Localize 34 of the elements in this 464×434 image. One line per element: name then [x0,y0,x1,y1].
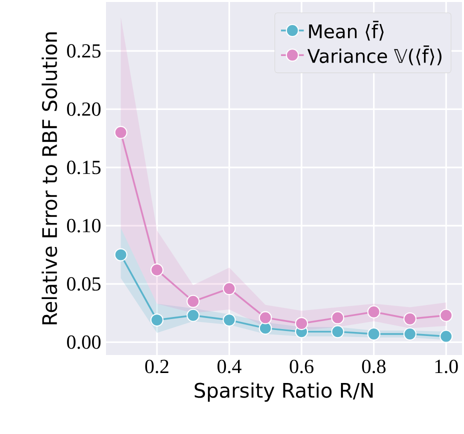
point [403,312,416,326]
point [403,327,416,341]
x-tick-label: 0.4 [218,360,242,374]
point [114,248,128,262]
legend-label: Mean ⟨f̄⟩ [309,20,384,41]
point [440,308,453,322]
y-tick-label: 0.05 [67,277,101,291]
legend-label: Variance 𝕍(⟨f̄⟩) [307,45,442,66]
x-tick-label: 1.0 [435,360,458,374]
x-tick-label: 0.8 [362,360,386,374]
x-tick-label: 0.2 [145,360,168,374]
y-axis-title: Relative Error to RBF Solution [42,32,58,324]
point [222,314,236,327]
point [331,311,344,324]
y-tick-label: 0.00 [67,335,101,349]
x-tick-label: 0.6 [290,360,314,374]
point [258,322,272,335]
point [440,330,453,343]
point [186,294,200,308]
point [295,317,308,330]
point [331,325,344,338]
point [150,263,164,276]
point [186,308,200,322]
x-axis-title: Sparsity Ratio R/N [194,382,373,402]
y-tick-label: 0.10 [67,218,101,232]
y-tick-label: 0.20 [67,102,101,116]
point [258,311,272,324]
y-tick-label: 0.25 [67,44,101,58]
point [150,314,164,327]
point [114,126,128,139]
point [367,305,380,318]
point [222,282,236,296]
point [367,327,380,341]
y-tick-label: 0.15 [67,160,101,174]
